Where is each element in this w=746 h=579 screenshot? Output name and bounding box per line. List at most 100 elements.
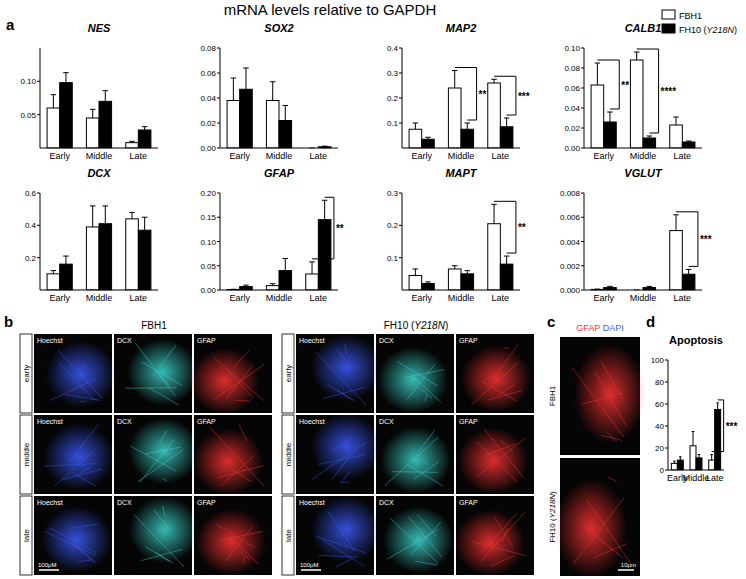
error-cap <box>103 205 109 206</box>
image-fiber <box>574 498 624 564</box>
image-fiber <box>62 469 102 480</box>
bar <box>47 108 60 148</box>
image-signal <box>127 339 197 405</box>
image-fiber <box>230 468 252 482</box>
error-cap <box>413 123 419 124</box>
figure: mRNA levels relative to GAPDHabcdNES0.05… <box>0 0 746 579</box>
legend-label: FBH1 <box>679 11 702 21</box>
image-signal <box>381 427 451 493</box>
error-cap <box>465 270 471 271</box>
error-cap <box>243 68 249 69</box>
figure-title: mRNA levels relative to GAPDH <box>224 1 437 18</box>
image-fiber <box>159 430 167 444</box>
channel-label: DCX <box>117 499 132 506</box>
micrograph <box>555 458 640 578</box>
category-label: Early <box>49 293 70 303</box>
error-bar <box>692 432 695 446</box>
significance-bracket <box>712 400 724 452</box>
error-cap <box>413 268 419 269</box>
image-fiber <box>471 363 518 405</box>
micrograph <box>34 334 116 413</box>
image-fiber <box>162 478 167 481</box>
y-tick-label: 20 <box>655 444 664 453</box>
image-fiber <box>476 442 517 482</box>
image-signal <box>196 509 266 575</box>
image-fiber <box>407 464 443 485</box>
y-tick-label: 0.00 <box>564 144 580 153</box>
y-tick <box>581 88 584 89</box>
image-fiber <box>417 514 436 536</box>
bar <box>591 85 604 148</box>
error-bar <box>309 262 315 274</box>
chart: NES0.050.10EarlyMiddleLate <box>20 22 158 161</box>
error-bar <box>51 271 57 274</box>
significance-bracket <box>494 201 516 253</box>
channel-label: Hoechst <box>299 499 325 506</box>
error-line <box>676 215 677 231</box>
marks <box>671 403 720 470</box>
error-bar <box>673 461 676 463</box>
image-signal <box>461 346 531 412</box>
error-cap <box>673 461 676 462</box>
error-bar <box>710 455 713 461</box>
image-fiber <box>226 365 253 399</box>
y-tick-label: 0.06 <box>200 69 216 78</box>
error-cap <box>322 200 328 201</box>
bar <box>240 89 253 148</box>
image-fiber <box>387 529 438 559</box>
scale-bar-label: 10μm <box>621 562 636 568</box>
channel-label: DCX <box>379 499 394 506</box>
category-label: Early <box>229 151 250 161</box>
channel-label: GFAP <box>197 418 216 425</box>
row-label: early <box>284 365 293 382</box>
micrograph <box>193 415 272 495</box>
channel-label: GFAP <box>459 418 478 425</box>
channel-label: DCX <box>117 337 132 344</box>
error-bar <box>634 52 640 60</box>
row-label: late <box>284 529 293 542</box>
significance-bracket <box>455 68 477 121</box>
error-cap <box>90 205 96 206</box>
bar <box>715 410 721 471</box>
y-tick <box>399 225 402 226</box>
image-signal <box>455 510 525 576</box>
y-tick <box>217 48 220 49</box>
chart-title: SOX2 <box>264 22 293 34</box>
image-fiber <box>159 376 170 386</box>
image-fiber <box>498 384 516 396</box>
error-line <box>272 82 273 101</box>
bar <box>682 142 695 148</box>
image-fiber <box>341 482 349 483</box>
y-tick-label: 80 <box>655 378 664 387</box>
error-cap <box>607 112 613 113</box>
error-bar <box>283 106 289 121</box>
image-bg <box>194 496 272 575</box>
bar <box>86 227 99 290</box>
legend-label: FH10 (Y218N) <box>679 25 737 35</box>
micrograph <box>376 496 454 575</box>
error-cap <box>607 286 613 287</box>
image-fiber <box>49 528 96 553</box>
significance-stars: ** <box>621 80 629 91</box>
bar <box>670 125 683 148</box>
bar <box>227 101 240 149</box>
image-fiber <box>145 447 181 454</box>
image-fiber <box>217 466 263 478</box>
micrograph <box>114 415 199 494</box>
category-label: Early <box>411 293 432 303</box>
image-bg <box>376 415 454 494</box>
error-bar <box>231 78 237 101</box>
image-fiber <box>345 344 347 355</box>
image-fiber <box>141 549 182 560</box>
legend-swatch <box>662 24 675 33</box>
error-cap <box>63 256 69 257</box>
y-tick <box>581 128 584 129</box>
error-bar <box>322 146 328 148</box>
micrograph <box>296 413 382 494</box>
y-tick-label: 0.4 <box>387 44 399 53</box>
error-line <box>245 68 246 89</box>
error-cap <box>283 105 289 106</box>
image-signal <box>574 344 646 443</box>
image-fiber <box>488 390 523 400</box>
image-signal <box>46 341 116 407</box>
